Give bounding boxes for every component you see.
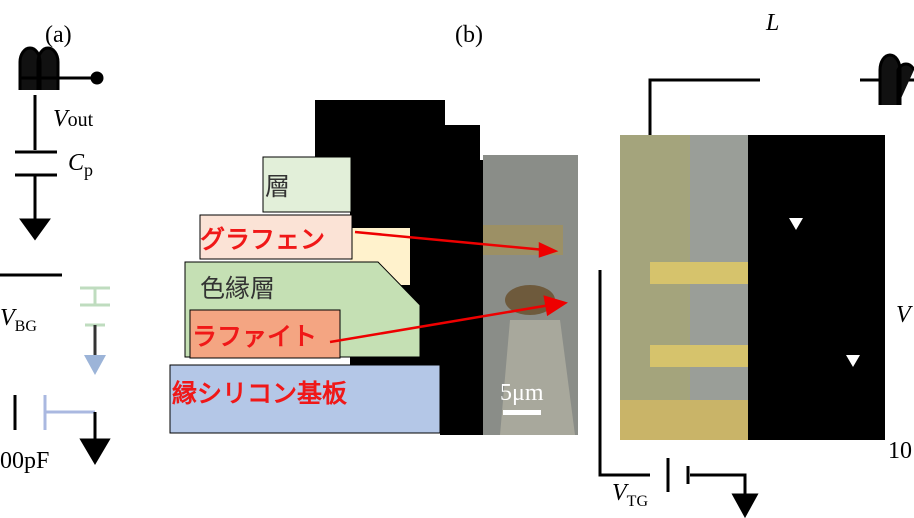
scale-text: 5μm xyxy=(500,380,544,406)
layer-label: 縁シリコン基板 xyxy=(172,379,347,408)
value-label: 10 xyxy=(888,438,912,464)
black-stack xyxy=(440,160,485,435)
layer-graphite xyxy=(189,309,341,359)
layer-graphene xyxy=(199,214,353,260)
cap-label: 00pF xyxy=(0,448,49,474)
circuit-b xyxy=(598,53,914,518)
micrograph xyxy=(500,320,575,435)
scale-bar xyxy=(503,410,541,415)
v-label: V xyxy=(896,302,913,328)
electrode xyxy=(620,400,750,440)
layer-label: ラファイト xyxy=(192,322,317,351)
arrows xyxy=(329,230,568,344)
electrode xyxy=(650,262,750,284)
layer-label: 層 xyxy=(265,172,290,201)
cp-label: Cp xyxy=(68,150,93,180)
circuit-a xyxy=(0,46,111,465)
inductor-label: L xyxy=(765,10,779,36)
panel-label: (a) xyxy=(45,22,72,48)
layer-label: 色縁層 xyxy=(200,274,275,303)
layer-label: グラフェン xyxy=(200,225,325,254)
electrode xyxy=(650,345,750,367)
vtg-label: VTG xyxy=(612,480,648,510)
vbg-label: VBG xyxy=(0,305,37,335)
vout-label: Vout xyxy=(53,106,94,132)
layer-top xyxy=(262,156,352,213)
device-image xyxy=(620,135,690,440)
black-block xyxy=(748,135,885,440)
layer-substrate xyxy=(169,364,441,434)
panel-label: (b) xyxy=(455,22,483,48)
